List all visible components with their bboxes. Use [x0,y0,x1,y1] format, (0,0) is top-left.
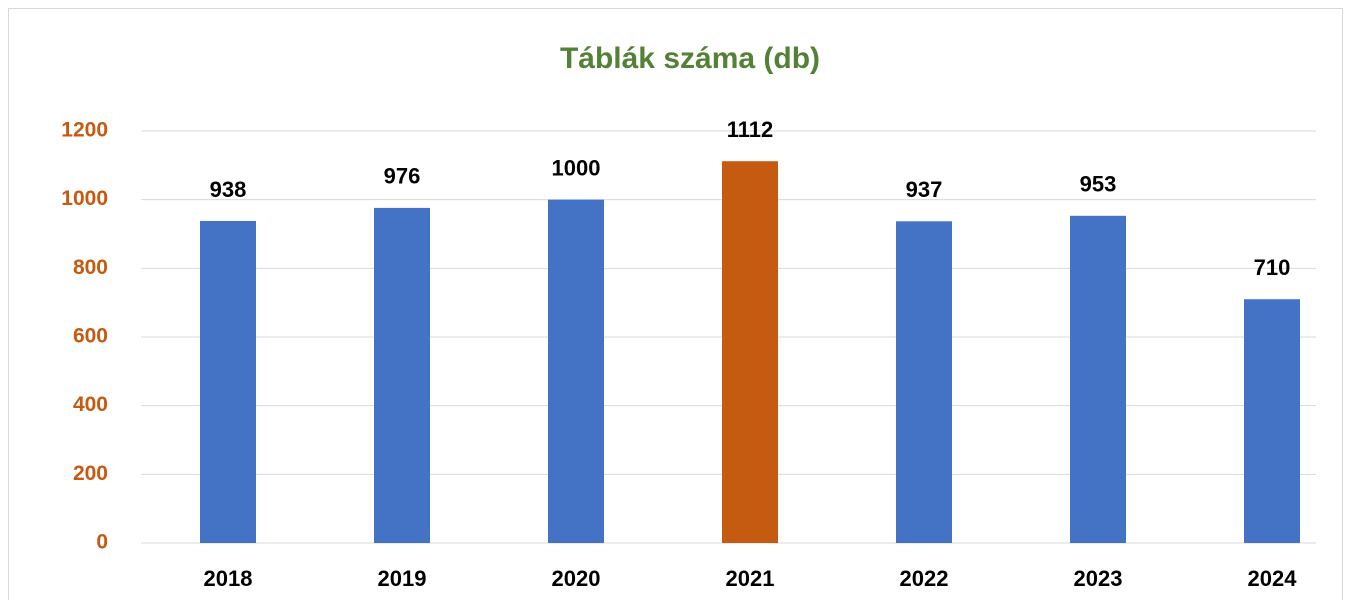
x-tick-label: 2018 [204,566,253,591]
x-tick-label: 2023 [1074,566,1123,591]
data-label: 710 [1254,255,1291,280]
y-tick-label: 0 [96,531,108,554]
x-tick-label: 2021 [726,566,775,591]
y-tick-label: 800 [73,256,108,279]
x-tick-label: 2022 [900,566,949,591]
bar [374,207,430,543]
bar [548,199,604,543]
x-tick-label: 2024 [1248,566,1298,591]
data-label: 976 [384,164,421,189]
bar [722,161,778,544]
x-tick-label: 2020 [552,566,601,591]
bar [1244,299,1300,543]
y-tick-label: 400 [73,393,108,416]
data-label: 938 [210,177,247,202]
y-tick-label: 200 [73,462,108,485]
chart-title: Táblák száma (db) [560,42,820,75]
data-label: 953 [1080,172,1117,197]
y-tick-label: 1200 [61,119,108,142]
data-label: 1000 [552,155,601,180]
y-tick-label: 1000 [61,187,108,210]
x-tick-label: 2019 [378,566,427,591]
bar [200,220,256,543]
data-label: 1112 [727,117,774,142]
bar [896,221,952,543]
data-label: 937 [906,177,943,202]
y-tick-label: 600 [73,325,108,348]
bar [1070,215,1126,543]
